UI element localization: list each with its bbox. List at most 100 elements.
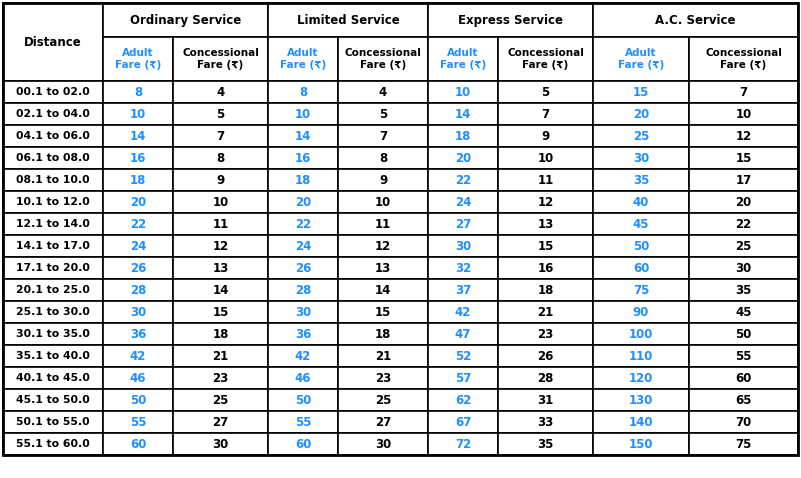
- Bar: [173, 37, 268, 81]
- Bar: [593, 169, 689, 191]
- Bar: [103, 301, 173, 323]
- Bar: [428, 433, 498, 455]
- Bar: [103, 81, 173, 103]
- Bar: [593, 279, 689, 301]
- Text: 60: 60: [130, 437, 147, 450]
- Text: 30: 30: [455, 239, 471, 252]
- Text: 50: 50: [633, 239, 649, 252]
- Bar: [338, 147, 428, 169]
- Text: 42: 42: [130, 349, 147, 362]
- Bar: [268, 389, 338, 411]
- Text: 50: 50: [735, 327, 751, 340]
- Text: A.C. Service: A.C. Service: [655, 13, 736, 26]
- Text: 75: 75: [633, 283, 649, 296]
- Text: 67: 67: [455, 415, 471, 428]
- Bar: [498, 213, 593, 235]
- Bar: [338, 213, 428, 235]
- Bar: [173, 191, 268, 213]
- Bar: [3, 235, 103, 257]
- Bar: [428, 323, 498, 345]
- Bar: [173, 169, 268, 191]
- Text: Adult
Fare (₹): Adult Fare (₹): [280, 48, 326, 70]
- Text: 23: 23: [537, 327, 553, 340]
- Bar: [593, 235, 689, 257]
- Bar: [593, 3, 798, 37]
- Text: 62: 62: [455, 393, 471, 406]
- Bar: [338, 411, 428, 433]
- Bar: [268, 147, 338, 169]
- Text: 25.1 to 30.0: 25.1 to 30.0: [16, 307, 90, 317]
- Text: 57: 57: [455, 371, 471, 384]
- Text: 7: 7: [541, 108, 549, 120]
- Text: 36: 36: [295, 327, 311, 340]
- Bar: [498, 433, 593, 455]
- Bar: [268, 279, 338, 301]
- Text: 22: 22: [455, 174, 471, 186]
- Text: 17: 17: [735, 174, 751, 186]
- Text: 30: 30: [633, 152, 649, 164]
- Bar: [498, 125, 593, 147]
- Bar: [428, 389, 498, 411]
- Text: 55: 55: [295, 415, 312, 428]
- Text: 22: 22: [735, 217, 751, 230]
- Bar: [498, 367, 593, 389]
- Bar: [268, 433, 338, 455]
- Text: 20: 20: [633, 108, 649, 120]
- Text: 35: 35: [537, 437, 553, 450]
- Bar: [3, 81, 103, 103]
- Bar: [103, 345, 173, 367]
- Bar: [3, 169, 103, 191]
- Bar: [593, 213, 689, 235]
- Text: 06.1 to 08.0: 06.1 to 08.0: [16, 153, 90, 163]
- Text: 21: 21: [212, 349, 228, 362]
- Text: 35: 35: [633, 174, 649, 186]
- Text: 24: 24: [295, 239, 311, 252]
- Bar: [338, 103, 428, 125]
- Text: 150: 150: [629, 437, 654, 450]
- Text: 55: 55: [735, 349, 752, 362]
- Text: 8: 8: [216, 152, 224, 164]
- Bar: [428, 3, 593, 37]
- Text: 21: 21: [537, 305, 553, 318]
- Text: 9: 9: [541, 130, 549, 142]
- Text: 28: 28: [537, 371, 553, 384]
- Bar: [103, 103, 173, 125]
- Text: 14: 14: [295, 130, 311, 142]
- Bar: [3, 345, 103, 367]
- Text: 15: 15: [537, 239, 553, 252]
- Bar: [498, 257, 593, 279]
- Text: 24: 24: [455, 196, 471, 208]
- Text: 70: 70: [735, 415, 751, 428]
- Bar: [173, 235, 268, 257]
- Bar: [428, 301, 498, 323]
- Bar: [103, 279, 173, 301]
- Bar: [689, 191, 798, 213]
- Bar: [268, 257, 338, 279]
- Text: 30: 30: [130, 305, 146, 318]
- Bar: [173, 301, 268, 323]
- Text: 28: 28: [130, 283, 147, 296]
- Text: 12.1 to 14.0: 12.1 to 14.0: [16, 219, 90, 229]
- Bar: [173, 323, 268, 345]
- Bar: [428, 169, 498, 191]
- Bar: [428, 191, 498, 213]
- Text: 45: 45: [735, 305, 752, 318]
- Bar: [498, 81, 593, 103]
- Bar: [173, 389, 268, 411]
- Bar: [103, 367, 173, 389]
- Bar: [689, 169, 798, 191]
- Text: 45.1 to 50.0: 45.1 to 50.0: [16, 395, 90, 405]
- Text: 7: 7: [216, 130, 224, 142]
- Bar: [689, 235, 798, 257]
- Bar: [173, 279, 268, 301]
- Text: 46: 46: [295, 371, 312, 384]
- Bar: [428, 125, 498, 147]
- Text: 00.1 to 02.0: 00.1 to 02.0: [16, 87, 90, 97]
- Text: 37: 37: [455, 283, 471, 296]
- Bar: [268, 235, 338, 257]
- Bar: [498, 389, 593, 411]
- Text: 25: 25: [735, 239, 751, 252]
- Text: Adult
Fare (₹): Adult Fare (₹): [618, 48, 664, 70]
- Bar: [689, 125, 798, 147]
- Text: Adult
Fare (₹): Adult Fare (₹): [115, 48, 161, 70]
